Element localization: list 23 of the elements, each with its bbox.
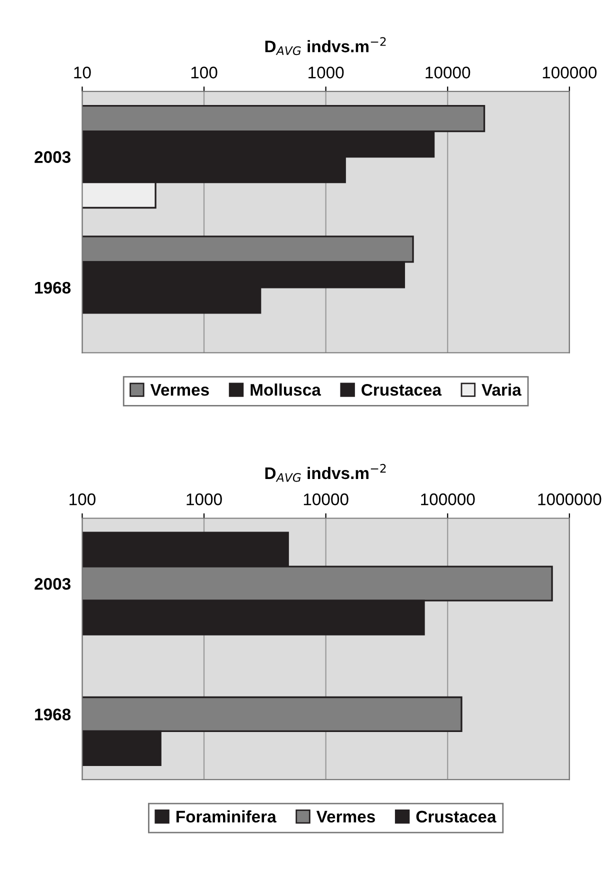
- x-tick-label: 100000: [542, 66, 597, 78]
- y-tick-label: 1968: [35, 708, 71, 720]
- x-tick-label: 1000: [308, 66, 344, 78]
- x-tick-label: 1000000: [538, 493, 602, 506]
- legend-label: Vermes: [150, 384, 209, 396]
- legend-label: Foraminifera: [176, 810, 276, 823]
- x-tick-label: 10000: [304, 493, 348, 506]
- x-axis-title: D$_{AVG}$ indvs.m$^{−2}$: [265, 464, 386, 482]
- y-tick-label: 1968: [35, 282, 71, 294]
- y-tick-label: 2003: [34, 151, 71, 164]
- x-tick-label: 1000: [186, 493, 222, 506]
- x-tick-label: 10: [74, 66, 91, 78]
- x-tick-label: 100: [70, 493, 96, 506]
- legend-label: Vermes: [316, 810, 375, 823]
- legend-label: Crustacea: [416, 810, 496, 823]
- x-axis-title: D$_{AVG}$ indvs.m$^{−2}$: [265, 37, 386, 56]
- x-tick-label: 100000: [421, 493, 475, 506]
- legend-label: Mollusca: [250, 384, 322, 396]
- x-tick-label: 100: [191, 66, 218, 78]
- y-tick-label: 2003: [34, 578, 71, 590]
- x-tick-label: 10000: [426, 66, 470, 78]
- legend-label: Crustacea: [362, 384, 442, 396]
- legend-label: Varia: [482, 384, 522, 396]
